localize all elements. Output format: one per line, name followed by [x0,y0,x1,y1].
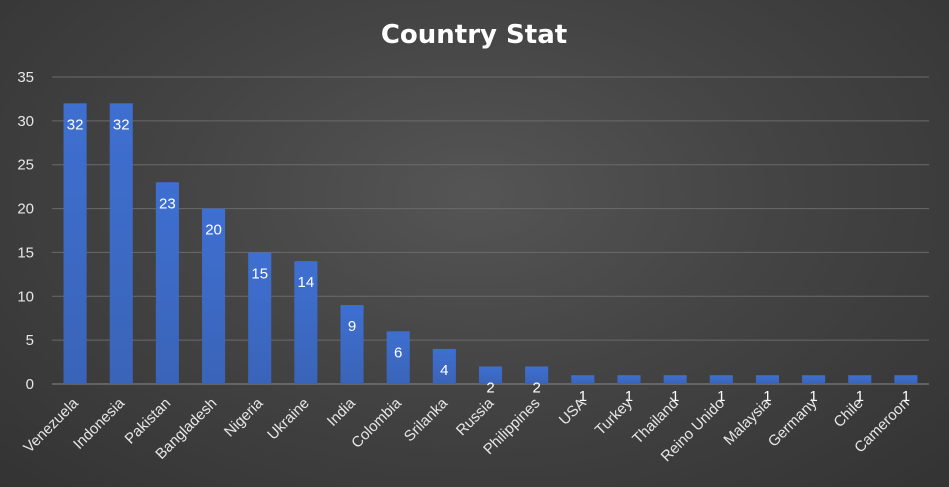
data-label: 23 [159,195,176,212]
bar-srilanka [432,348,456,384]
bar-pakistan [155,182,179,384]
y-tick-label: 0 [26,376,34,393]
data-label: 9 [348,318,356,335]
bar-bangladesh [202,208,226,384]
data-label: 32 [67,116,84,133]
data-labels: 32 32 23 20 15 14 9 6 4 2 2 1 1 1 1 1 1 1 1 [67,116,910,405]
bar-turkey [617,375,641,384]
y-tick-label: 20 [17,201,34,218]
gridlines [52,76,929,385]
data-label: 20 [205,222,222,239]
bar-philippines [525,366,549,384]
bar-venezuela [63,103,87,385]
data-label: 15 [251,265,268,282]
bar-colombia [386,331,410,384]
bar-reino-unido [709,375,733,384]
x-tick-label: Ukraine [264,395,313,444]
data-label: 1 [625,388,633,405]
data-label: 1 [902,388,910,405]
bar-russia [478,366,503,384]
x-tick-label: Srilanka [401,394,452,445]
bar-germany [802,375,826,384]
bar-cameroon [894,375,918,384]
y-tick-label: 30 [17,113,34,130]
data-label: 1 [717,388,725,405]
y-axis-ticks: 0 5 10 15 20 25 30 35 [17,69,34,393]
bar-malaysia [755,375,779,384]
x-tick-label: Turkey [592,394,636,438]
data-label: 2 [532,379,540,396]
chart-title: Country Stat [381,20,567,50]
bar-ukraine [294,261,318,384]
x-tick-label: Russia [453,394,498,439]
y-tick-label: 5 [26,332,34,349]
bar-india [340,305,364,384]
bars [63,103,918,385]
data-label: 1 [671,388,679,405]
data-label: 1 [763,388,771,405]
y-tick-label: 10 [17,288,34,305]
bar-thailand [663,375,687,384]
data-label: 2 [486,379,494,396]
x-tick-label: Indonesia [70,394,128,452]
y-tick-label: 25 [17,157,34,174]
data-label: 6 [394,344,402,361]
bar-nigeria [248,252,272,384]
data-label: 4 [440,362,448,379]
bar-indonesia [109,103,133,385]
y-tick-label: 15 [17,244,34,261]
data-label: 32 [113,116,130,133]
data-label: 1 [856,388,864,405]
data-label: 1 [579,388,587,405]
data-label: 1 [809,388,817,405]
bar-chile [848,375,872,384]
x-tick-label: Venezuela [20,394,82,456]
y-tick-label: 35 [17,69,34,86]
x-tick-label: Colombia [348,394,405,451]
bar-usa [571,375,595,384]
x-tick-label: Germany [765,394,821,450]
x-tick-label: India [324,394,359,429]
data-label: 14 [298,274,315,291]
x-tick-label: Nigeria [221,394,267,440]
